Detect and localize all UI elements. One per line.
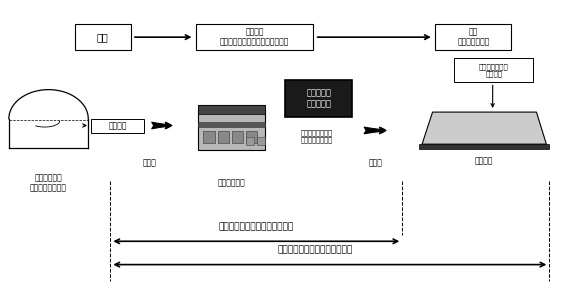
Bar xyxy=(198,105,265,150)
Bar xyxy=(285,80,352,117)
Text: 一般的に考えられる審査の範囲: 一般的に考えられる審査の範囲 xyxy=(277,246,352,254)
Text: （品質、数量等が
工事仕様に適合）: （品質、数量等が 工事仕様に適合） xyxy=(301,129,333,143)
Text: 一般的に考えられる指定の範囲: 一般的に考えられる指定の範囲 xyxy=(219,222,294,231)
Text: 発生: 発生 xyxy=(97,32,109,42)
Polygon shape xyxy=(419,144,549,149)
Bar xyxy=(232,131,243,143)
Text: 中間処理施設: 中間処理施設 xyxy=(218,178,245,188)
Text: 国土交通省等の
施工基準: 国土交通省等の 施工基準 xyxy=(479,63,509,77)
Text: 取引価値を
有するもの: 取引価値を 有するもの xyxy=(307,89,331,108)
Bar xyxy=(246,137,254,145)
Bar xyxy=(198,105,265,114)
Bar xyxy=(198,122,265,127)
Text: 運搬）: 運搬） xyxy=(143,158,156,167)
Bar xyxy=(218,131,229,143)
Text: 運搬）: 運搬） xyxy=(369,158,383,167)
Text: 建設汚泥: 建設汚泥 xyxy=(108,121,127,130)
Bar xyxy=(75,24,130,50)
Bar xyxy=(204,131,215,143)
Bar xyxy=(91,118,144,132)
Text: 利用現場: 利用現場 xyxy=(474,156,493,166)
Polygon shape xyxy=(422,112,546,144)
Bar xyxy=(455,58,534,82)
Bar xyxy=(246,131,257,143)
Bar xyxy=(435,24,511,50)
Bar xyxy=(257,137,265,145)
Text: 建設工事現場
シールド工事等）: 建設工事現場 シールド工事等） xyxy=(30,173,67,193)
Text: 利用
（道路盛土等）: 利用 （道路盛土等） xyxy=(457,28,490,47)
Text: 中間処理
（脱水、セメント・石灰処理等）: 中間処理 （脱水、セメント・石灰処理等） xyxy=(220,28,289,47)
Bar xyxy=(196,24,313,50)
